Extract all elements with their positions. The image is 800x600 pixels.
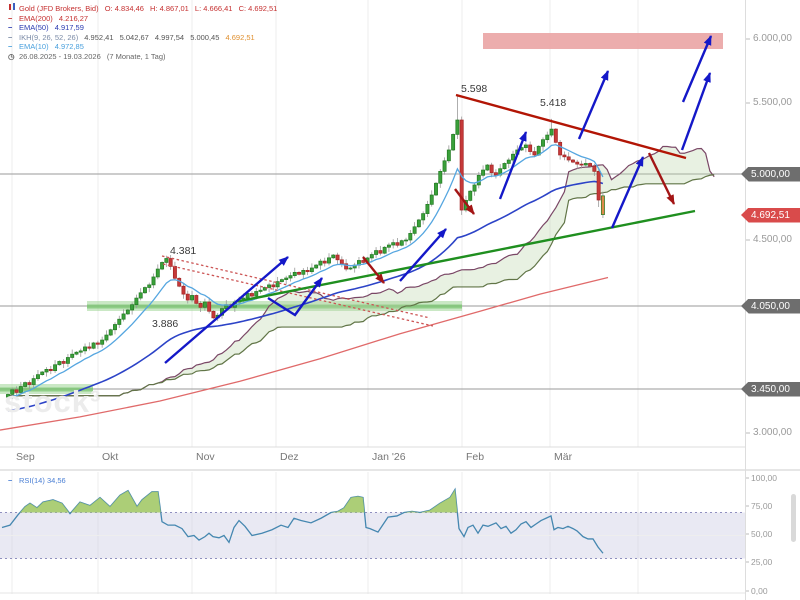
ema200-label: EMA(200) (19, 13, 53, 23)
ema200-swatch: − (8, 13, 13, 23)
month-label: Jan '26 (372, 451, 406, 463)
daterange-value: 26.08.2025 - 19.03.2026 (19, 51, 101, 61)
ema50-label: EMA(50) (19, 23, 49, 32)
ikh-senkou-a: 4.997,54 (154, 32, 185, 42)
rsi-legend[interactable]: − RSI(14) 34,56 (8, 476, 66, 485)
axis-border (745, 0, 746, 600)
rsi-label: RSI(14) (19, 476, 45, 485)
legend-row-ema10[interactable]: − EMA(10) 4.972,85 (8, 42, 277, 52)
svg-text:4.381: 4.381 (170, 245, 196, 257)
rsi-swatch: − (8, 476, 13, 485)
low-label: L: (194, 4, 202, 13)
price-tick: 6.000,00 (753, 33, 792, 44)
legend-row-price[interactable]: Gold (JFD Brokers, Bid) O: 4.834,46 H: 4… (8, 3, 277, 14)
high-label: H: (150, 4, 158, 13)
ema10-label: EMA(10) (19, 42, 49, 51)
ema10-value: 4.972,85 (54, 42, 84, 51)
ema50-value: 4.917,59 (54, 23, 84, 32)
open-label: O: (104, 4, 113, 13)
clock-icon: ◷ (8, 51, 15, 61)
month-label: Mär (554, 451, 573, 463)
close-value: 4.692,51 (248, 4, 278, 13)
low-value: 4.666,41 (203, 4, 233, 13)
rsi-value: 34,56 (46, 476, 66, 485)
instrument-name: Gold (JFD Brokers, Bid) (19, 4, 99, 13)
month-label: Feb (466, 451, 485, 463)
ema10-swatch: − (8, 42, 13, 51)
close-label: C: (238, 4, 247, 13)
price-axis[interactable]: 6.000,00 5.500,00 4.500,00 3.000,00 5.000,00… (741, 0, 800, 470)
watermark: stock³ (4, 384, 102, 419)
legend-row-ikh[interactable]: − IKH(9, 26, 52, 26) 4.952,41 5.042,67 4.… (8, 33, 277, 43)
rsi-tick: 50,00 (751, 529, 773, 539)
price-tick: 5.500,00 (753, 97, 792, 108)
price-tick: 4.500,00 (753, 234, 792, 245)
rsi-tick: 100,00 (751, 473, 777, 483)
level-price-badge: 3.450,00 (741, 381, 800, 397)
ikh-label: IKH(9, 26, 52, 26) (19, 32, 79, 42)
ema200-value: 4.216,27 (58, 13, 89, 23)
open-value: 4.834,46 (114, 4, 144, 13)
legend-row-daterange: ◷ 26.08.2025 - 19.03.2026 (7 Monate, 1 Ta… (8, 52, 277, 62)
month-label: Nov (196, 451, 215, 463)
duration-value: (7 Monate, 1 Tag) (106, 51, 166, 61)
high-value: 4.867,01 (159, 4, 189, 13)
rsi-tick: 25,00 (751, 557, 773, 567)
instrument-icon (8, 3, 16, 14)
svg-text:5.418: 5.418 (540, 97, 566, 109)
level-price-badge: 5.000,00 (741, 166, 800, 182)
rsi-axis[interactable]: 100,00 75,00 50,00 25,00 0,00 (745, 470, 800, 600)
price-tick: 3.000,00 (753, 427, 792, 438)
level-price-badge: 4.050,00 (741, 298, 800, 314)
ikh-senkou-b: 5.000,45 (190, 32, 220, 42)
chart-legend: Gold (JFD Brokers, Bid) O: 4.834,46 H: 4… (8, 3, 277, 61)
scrollbar-thumb[interactable] (791, 494, 796, 542)
last-price-badge: 4.692,51 (741, 207, 800, 223)
svg-text:5.598: 5.598 (461, 83, 487, 95)
time-axis[interactable]: Sep Okt Nov Dez Jan '26 Feb Mär (0, 448, 745, 470)
legend-row-ema200[interactable]: − EMA(200) 4.216,27 (8, 14, 277, 24)
legend-row-ema50[interactable]: − EMA(50) 4.917,59 (8, 23, 277, 33)
month-label: Sep (16, 451, 35, 463)
ikh-tenkan: 4.952,41 (84, 32, 114, 42)
ema50-swatch: − (8, 23, 13, 32)
rsi-tick: 0,00 (751, 586, 768, 596)
svg-text:3.886: 3.886 (152, 318, 178, 330)
rsi-tick: 75,00 (751, 501, 773, 511)
ikh-swatch: − (8, 32, 13, 42)
ikh-chikou: 4.692,51 (225, 32, 255, 42)
month-label: Okt (102, 451, 119, 463)
ikh-kijun: 5.042,67 (119, 32, 149, 42)
month-label: Dez (280, 451, 299, 463)
